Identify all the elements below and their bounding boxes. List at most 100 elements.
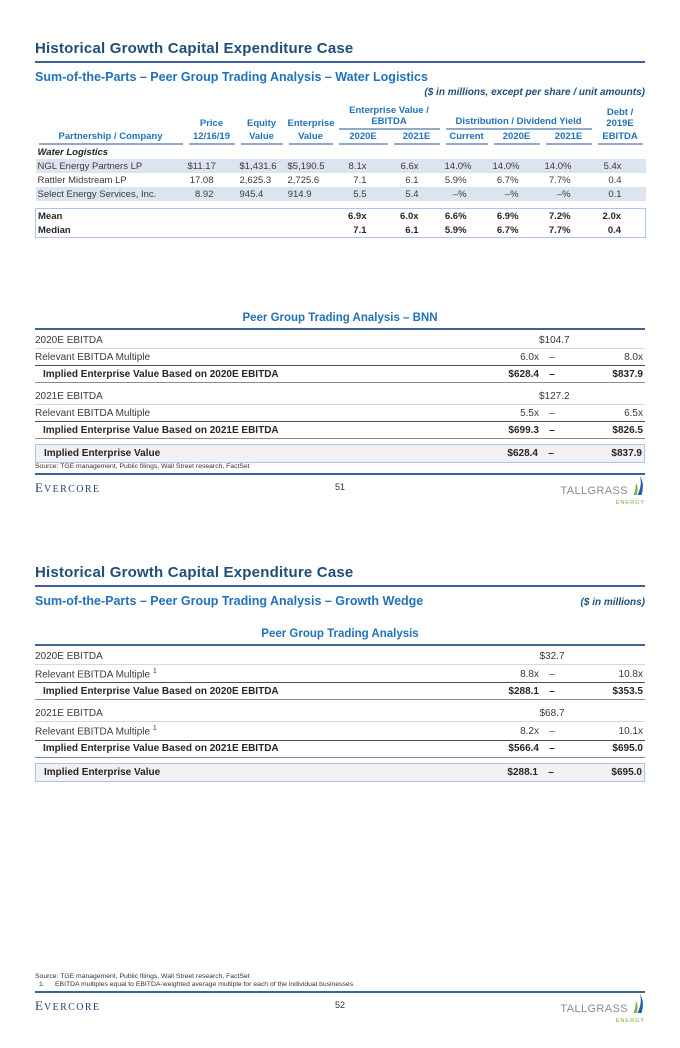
mean-row: Mean 6.9x 6.0x 6.6% 6.9% 7.2% 2.0x <box>35 208 647 223</box>
implied-enterprise-value-row: Implied Enterprise Value $288.1 – $695.0 <box>35 762 645 782</box>
table-cell: 7.7% <box>542 223 595 238</box>
units-note: ($ in millions) <box>580 597 645 608</box>
section-row: Water Logistics <box>36 145 646 159</box>
page-number: 51 <box>334 482 345 492</box>
table-cell: 6.6% <box>442 208 491 223</box>
company-name: Select Energy Services, Inc. <box>35 187 186 201</box>
source-note: Source: TGE management, Public filings, … <box>35 973 250 980</box>
col-group-dist-yield: Distribution / Dividend Yield <box>443 104 595 130</box>
ebitda-value: $68.7 <box>539 707 565 719</box>
table-cell: $11.17 <box>185 159 238 173</box>
table-cell: 6.6x <box>390 159 443 173</box>
col-subheader-equity-value: Value <box>238 130 286 145</box>
analysis-title: Peer Group Trading Analysis <box>35 628 645 646</box>
footnote: 1. EBITDA multiples equal to EBITDA-weig… <box>39 981 354 988</box>
table-cell: 6.9x <box>335 208 391 223</box>
col-header-empty <box>36 104 186 130</box>
header-row-groups: Price Equity Enterprise Enterprise Value… <box>36 104 646 130</box>
footer: Source: TGE management, Public filings, … <box>35 973 645 1024</box>
footer-rule <box>35 473 645 475</box>
implied-value-table: 2020E EBITDA $104.7 Relevant EBITDA Mult… <box>35 332 645 463</box>
table-cell: $5,190.5 <box>285 159 336 173</box>
table-row: NGL Energy Partners LP $11.17 $1,431.6 $… <box>35 159 646 173</box>
table-row: Rattler Midstream LP 17.08 2,625.3 2,725… <box>36 173 646 187</box>
implied-row: Implied Enterprise Value Based on 2020E … <box>35 365 645 383</box>
multiple-row: Relevant EBITDA Multiple 1 8.2x – 10.1x <box>35 724 643 738</box>
col-subheader-enterprise-value: Value <box>286 130 336 145</box>
summary-box: Mean 6.9x 6.0x 6.6% 6.9% 7.2% 2.0x Media… <box>35 208 647 238</box>
spacer-row <box>36 201 646 209</box>
tallgrass-leaf-icon <box>629 476 645 501</box>
section-label: Water Logistics <box>37 146 109 158</box>
col-subheader-debt-ebitda: EBITDA <box>595 130 646 145</box>
table-cell: –% <box>542 187 595 201</box>
table-cell: 6.7% <box>496 174 519 186</box>
company-name: Rattler Midstream LP <box>37 174 127 186</box>
implied-value-table: 2020E EBITDA $32.7 Relevant EBITDA Multi… <box>35 648 645 782</box>
table-cell: 7.7% <box>548 174 571 186</box>
col-subheader-dist-2020e: 2020E <box>491 130 543 145</box>
table-cell: 14.0% <box>490 159 543 173</box>
table-cell: 17.08 <box>189 174 214 186</box>
tallgrass-energy-label: ENERGY <box>615 1018 645 1024</box>
col-subheader-ev-2020e: 2020E <box>336 130 391 145</box>
ebitda-value: $127.2 <box>539 390 570 402</box>
multiple-row: Relevant EBITDA Multiple 6.0x – 8.0x <box>35 351 643 363</box>
page-title: Historical Growth Capital Expenditure Ca… <box>35 564 645 587</box>
table-cell: 5.4 <box>390 187 443 201</box>
median-row: Median 7.1 6.1 5.9% 6.7% 7.7% 0.4 <box>35 223 647 238</box>
col-group-ev-ebitda: Enterprise Value / EBITDA <box>336 104 443 130</box>
ebitda-value: $32.7 <box>539 650 565 662</box>
col-header-price: Price <box>199 118 224 129</box>
table-cell: 2,725.6 <box>287 174 320 186</box>
table-cell: 6.1 <box>405 174 419 186</box>
ebitda-value: $104.7 <box>539 334 570 346</box>
table-cell: 0.1 <box>594 187 646 201</box>
peer-group-table: Price Equity Enterprise Enterprise Value… <box>35 104 647 238</box>
col-header-enterprise: Enterprise <box>287 118 335 129</box>
footnote-marker: 1 <box>152 667 157 675</box>
table-cell: 14.0% <box>442 159 491 173</box>
tallgrass-logo: TALLGRASS ENERGY <box>560 476 645 506</box>
table-cell: 7.2% <box>542 208 595 223</box>
footer-rule <box>35 991 645 993</box>
page-number: 52 <box>334 1000 345 1010</box>
slide-2: Historical Growth Capital Expenditure Ca… <box>0 540 680 1048</box>
table-cell: 6.1 <box>390 223 443 238</box>
table-cell: 7.1 <box>335 223 391 238</box>
table-cell: 945.4 <box>237 187 286 201</box>
evercore-logo: EVERCORE <box>35 998 101 1013</box>
table-cell: 8.1x <box>335 159 391 173</box>
summary-label: Median <box>35 223 186 238</box>
table-cell: 6.0x <box>390 208 443 223</box>
subtitle-row: Sum-of-the-Parts – Peer Group Trading An… <box>35 70 645 84</box>
table-row: Select Energy Services, Inc. 8.92 945.4 … <box>35 187 646 201</box>
tallgrass-energy-label: ENERGY <box>615 500 645 506</box>
implied-row: Implied Enterprise Value Based on 2021E … <box>35 421 645 439</box>
table-cell: 2.0x <box>594 208 647 223</box>
section-subtitle: Sum-of-the-Parts – Peer Group Trading An… <box>35 70 428 84</box>
table-cell: –% <box>490 187 543 201</box>
implied-row: Implied Enterprise Value Based on 2021E … <box>35 739 645 758</box>
implied-enterprise-value-row: Implied Enterprise Value $628.4 – $837.9 <box>35 444 645 463</box>
table-cell: 2,625.3 <box>239 174 272 186</box>
col-subheader-dist-2021e: 2021E <box>543 130 595 145</box>
analysis-title: Peer Group Trading Analysis – BNN <box>35 312 645 330</box>
tallgrass-logo: TALLGRASS ENERGY <box>560 994 645 1024</box>
table-cell: 5.4x <box>594 159 646 173</box>
units-note: ($ in millions, except per share / unit … <box>424 87 645 98</box>
header-row-sub: Partnership / Company 12/16/19 Value Val… <box>36 130 646 145</box>
ebitda-row: 2021E EBITDA $127.2 <box>35 388 645 405</box>
evercore-logo: EVERCORE <box>35 480 101 495</box>
col-header-equity: Equity <box>246 118 277 129</box>
multiple-row: Relevant EBITDA Multiple 1 8.8x – 10.8x <box>35 667 643 680</box>
slide-1: Historical Growth Capital Expenditure Ca… <box>35 40 647 506</box>
table-cell: $1,431.6 <box>237 159 286 173</box>
ebitda-row: 2020E EBITDA $104.7 <box>35 332 645 349</box>
spacer <box>35 238 645 312</box>
table-cell: 5.9% <box>442 223 491 238</box>
table-cell: 0.4 <box>608 174 622 186</box>
source-note: Source: TGE management, Public filings, … <box>35 463 250 470</box>
col-header-company: Partnership / Company <box>36 130 186 145</box>
table-cell: 5.5 <box>335 187 391 201</box>
